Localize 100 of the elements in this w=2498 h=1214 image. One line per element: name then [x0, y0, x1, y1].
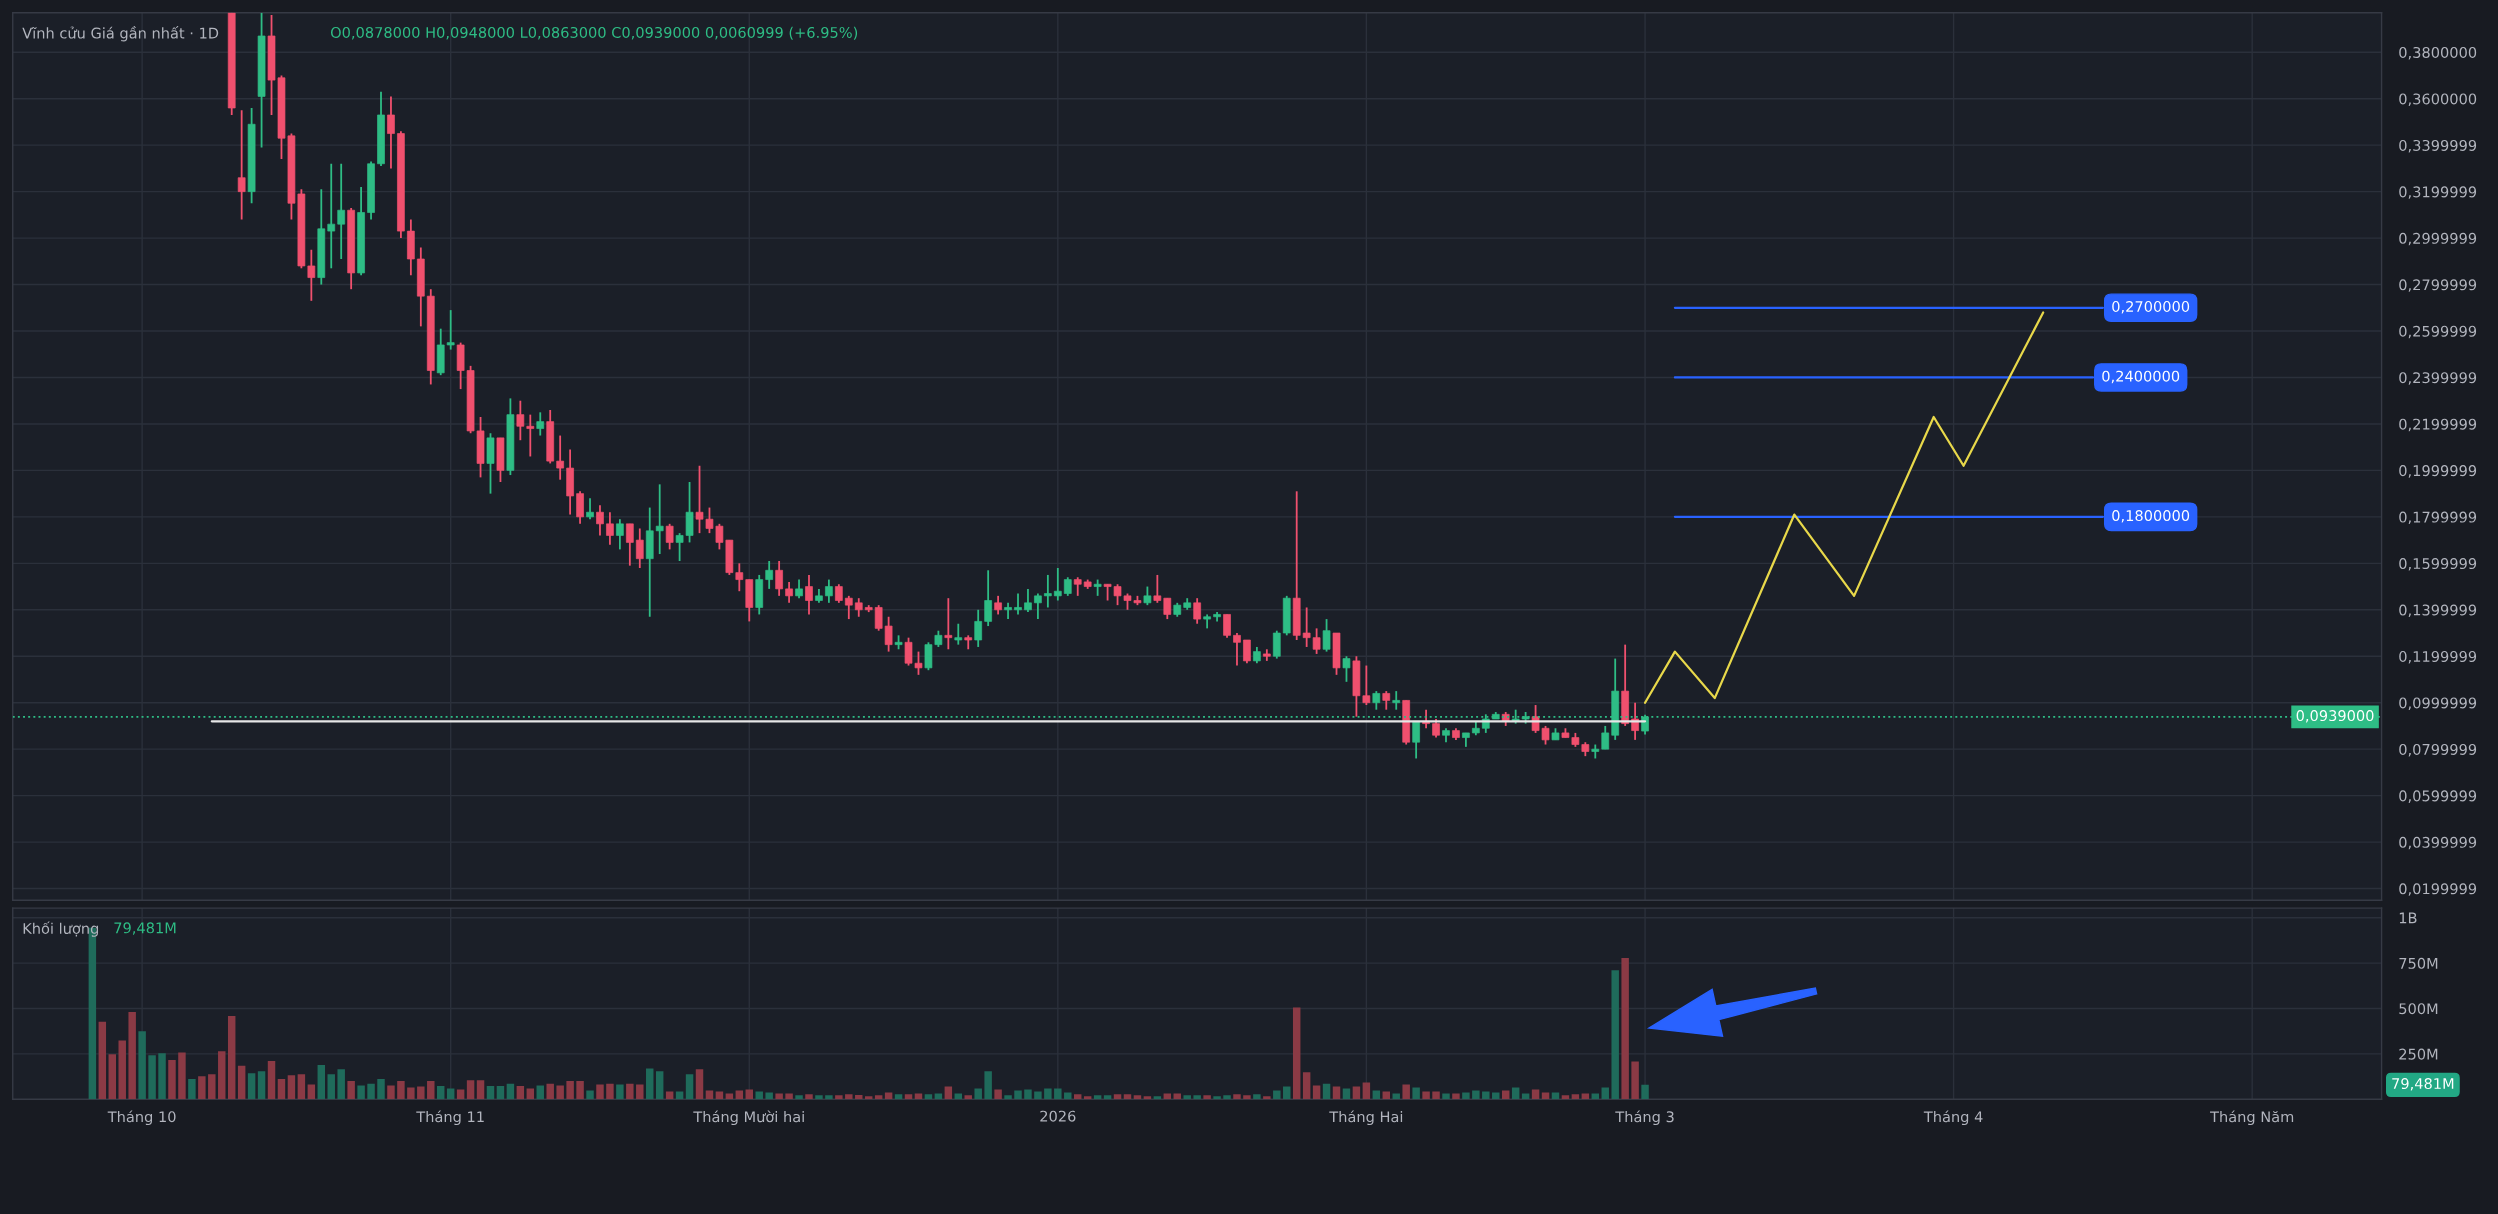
bar [317, 1064, 326, 1100]
candlestick [1342, 655, 1351, 683]
y-tick-label: 0,1599999 [2399, 558, 2477, 571]
x-tick-label: Tháng Mười hai [693, 1110, 804, 1126]
bar [725, 1093, 734, 1100]
candlestick [785, 581, 793, 604]
bar [1123, 1094, 1132, 1100]
bar [606, 1083, 614, 1100]
candlestick [446, 309, 455, 351]
bar [616, 1084, 624, 1100]
bar [1292, 1007, 1301, 1100]
y-tick-label: 0,0399999 [2399, 836, 2477, 850]
bar [1044, 1088, 1052, 1100]
text: Khối lượng [23, 921, 99, 937]
bar [1591, 1093, 1600, 1100]
bar [1621, 958, 1629, 1100]
bar [357, 1085, 365, 1100]
bar [1093, 1095, 1102, 1100]
bar [227, 1015, 236, 1100]
bar [1462, 1092, 1470, 1100]
candlestick [1073, 576, 1082, 597]
bar [138, 1031, 146, 1100]
bar [1322, 1083, 1331, 1100]
bar [1153, 1096, 1162, 1100]
y-tick-label: 0,0999999 [2399, 697, 2477, 710]
bar [556, 1085, 564, 1100]
bar [904, 1094, 913, 1100]
bar [257, 1071, 266, 1100]
y-tick-label: 0,3199999 [2399, 186, 2477, 199]
bar [675, 1091, 684, 1100]
bar [655, 1071, 664, 1100]
bar [546, 1083, 554, 1100]
bar [805, 1094, 813, 1100]
data-label: 0,2700000 [2112, 300, 2190, 314]
bar [1103, 1095, 1112, 1100]
bar [327, 1074, 335, 1100]
bar [1501, 1090, 1510, 1100]
bar [466, 1080, 475, 1100]
x-tick-label: Tháng Năm [2210, 1110, 2294, 1126]
candlestick [556, 434, 564, 481]
candlestick [944, 597, 953, 651]
bar [785, 1093, 793, 1100]
bar [1213, 1096, 1221, 1100]
bar [1074, 1094, 1082, 1100]
candlestick [954, 622, 963, 646]
bar [158, 1053, 166, 1100]
candlestick [1014, 592, 1022, 616]
bar [1452, 1093, 1460, 1100]
y-tick-label: 0,2399999 [2399, 372, 2477, 385]
bar [1422, 1091, 1430, 1100]
candlestick [665, 522, 674, 551]
y-tick-label: 1B [2399, 912, 2417, 924]
bar [1482, 1091, 1490, 1100]
bar [775, 1093, 783, 1100]
candlestick [516, 399, 525, 442]
line-series [1643, 311, 2045, 704]
candlestick [765, 560, 774, 590]
candlestick [1322, 618, 1331, 653]
y-tick-label: 0,2599999 [2399, 325, 2477, 339]
candlestick [327, 162, 336, 270]
bar [1561, 1095, 1570, 1100]
bar [1382, 1091, 1391, 1100]
x-tick-label: Tháng 3 [1615, 1110, 1674, 1126]
bar [1601, 1087, 1609, 1100]
bar [267, 1060, 276, 1100]
candlestick [655, 483, 664, 555]
candlestick [596, 504, 604, 537]
bar [1083, 1096, 1092, 1100]
bar [198, 1076, 206, 1100]
candlestick [1243, 639, 1251, 665]
bar [108, 1054, 116, 1100]
bar [1253, 1094, 1261, 1100]
y-tick-label: 0,3399999 [2399, 139, 2477, 153]
bar [188, 1079, 196, 1100]
y-tick-label: 0,0599999 [2399, 790, 2477, 803]
candlestick [854, 597, 863, 618]
bar [835, 1095, 843, 1100]
bar [1004, 1095, 1012, 1100]
y-tick-label: 0,2799999 [2399, 279, 2477, 292]
candlestick [635, 527, 644, 569]
candlestick [1024, 587, 1032, 614]
candlestick [1034, 592, 1042, 620]
bar [815, 1095, 823, 1100]
text: 79,481M [2392, 1078, 2454, 1091]
candlestick [795, 578, 803, 600]
bar [287, 1075, 296, 1100]
candlestick [984, 569, 992, 627]
bar [1412, 1087, 1420, 1100]
candlestick [1432, 718, 1440, 739]
bar [1551, 1092, 1560, 1100]
bar [1163, 1093, 1172, 1100]
candlestick [775, 560, 783, 597]
x-tick-label: Tháng 4 [1923, 1110, 1983, 1126]
bar [1034, 1091, 1042, 1100]
candlestick [1004, 601, 1012, 620]
bar [765, 1092, 773, 1100]
bar [1054, 1088, 1062, 1100]
bar [148, 1055, 156, 1100]
candlestick [586, 497, 594, 521]
bar [1203, 1095, 1211, 1100]
